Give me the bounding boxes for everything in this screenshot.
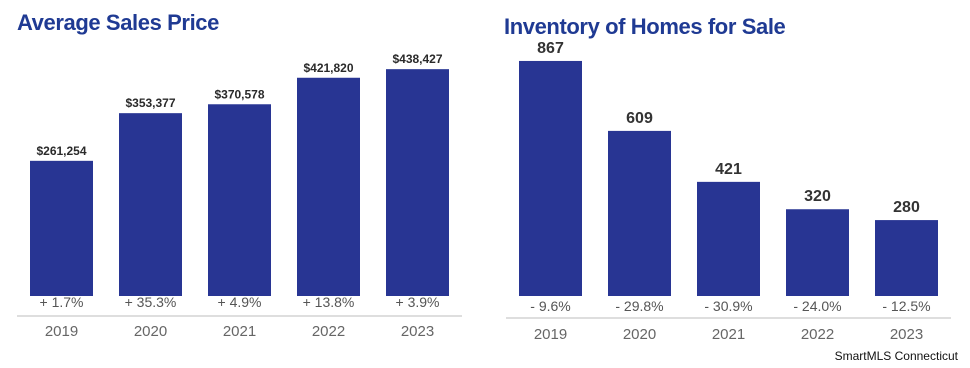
value-label-2022: $421,820 [303, 61, 353, 75]
category-label-2022: 2022 [312, 323, 345, 340]
bar-2022 [297, 77, 360, 296]
bar-2023 [875, 220, 938, 296]
change-label-2019: + 1.7% [40, 294, 84, 310]
value-label-2021: 421 [715, 161, 742, 178]
bar-2020 [608, 130, 671, 296]
change-label-2023: - 12.5% [882, 298, 930, 314]
source-label: SmartMLS Connecticut [834, 349, 958, 363]
bar-2021 [697, 181, 760, 296]
change-label-2020: + 35.3% [125, 294, 177, 310]
bar-2021 [208, 104, 271, 296]
value-label-2023: 280 [893, 199, 920, 216]
value-label-2019: $261,254 [36, 144, 86, 158]
change-label-2022: - 24.0% [793, 298, 841, 314]
category-label-2019: 2019 [45, 323, 78, 340]
value-label-2022: 320 [804, 188, 831, 205]
change-label-2019: - 9.6% [530, 298, 570, 314]
value-label-2021: $370,578 [214, 87, 264, 101]
change-label-2021: - 30.9% [704, 298, 752, 314]
value-label-2020: 609 [626, 110, 653, 127]
average-sales-price-chart: $261,254 + 1.7% 2019 $353,377 + 35.3% 2020 $37… [17, 52, 462, 340]
category-label-2021: 2021 [712, 326, 745, 343]
bar-2019 [519, 60, 582, 296]
category-label-2019: 2019 [534, 326, 567, 343]
value-label-2019: 867 [537, 40, 564, 57]
bar-2019 [30, 160, 93, 296]
category-label-2022: 2022 [801, 326, 834, 343]
value-label-2020: $353,377 [125, 96, 175, 110]
category-label-2020: 2020 [623, 326, 656, 343]
category-label-2021: 2021 [223, 323, 256, 340]
change-label-2022: + 13.8% [303, 294, 355, 310]
value-label-2023: $438,427 [392, 52, 442, 66]
bar-2023 [386, 69, 449, 296]
bar-2020 [119, 113, 182, 297]
category-label-2023: 2023 [401, 323, 434, 340]
bar-2022 [786, 209, 849, 296]
category-label-2023: 2023 [890, 326, 923, 343]
change-label-2021: + 4.9% [218, 294, 262, 310]
category-label-2020: 2020 [134, 323, 167, 340]
change-label-2020: - 29.8% [615, 298, 663, 314]
change-label-2023: + 3.9% [396, 294, 440, 310]
chart-title-inventory: Inventory of Homes for Sale [504, 14, 786, 39]
inventory-chart: 867 - 9.6% 2019 609 - 29.8% 2020 421 - 30.9% 202… [506, 40, 951, 343]
chart-title-average-sales-price: Average Sales Price [17, 10, 219, 35]
